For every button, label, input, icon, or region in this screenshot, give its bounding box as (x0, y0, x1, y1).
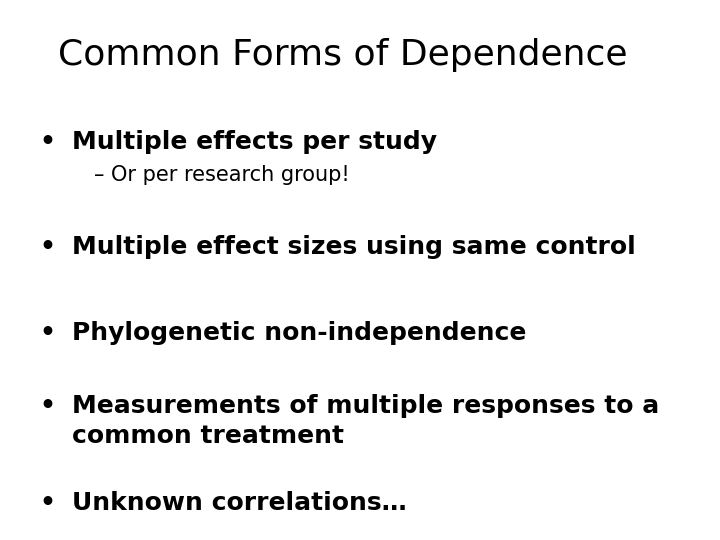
Text: Multiple effects per study: Multiple effects per study (72, 130, 437, 153)
Text: •: • (40, 491, 55, 515)
Text: Measurements of multiple responses to a
common treatment: Measurements of multiple responses to a … (72, 394, 660, 448)
Text: Multiple effect sizes using same control: Multiple effect sizes using same control (72, 235, 636, 259)
Text: Unknown correlations…: Unknown correlations… (72, 491, 407, 515)
Text: – Or per research group!: – Or per research group! (94, 165, 349, 185)
Text: •: • (40, 321, 55, 345)
Text: •: • (40, 394, 55, 418)
Text: •: • (40, 130, 55, 153)
Text: Phylogenetic non-independence: Phylogenetic non-independence (72, 321, 526, 345)
Text: •: • (40, 235, 55, 259)
Text: Common Forms of Dependence: Common Forms of Dependence (58, 38, 627, 72)
